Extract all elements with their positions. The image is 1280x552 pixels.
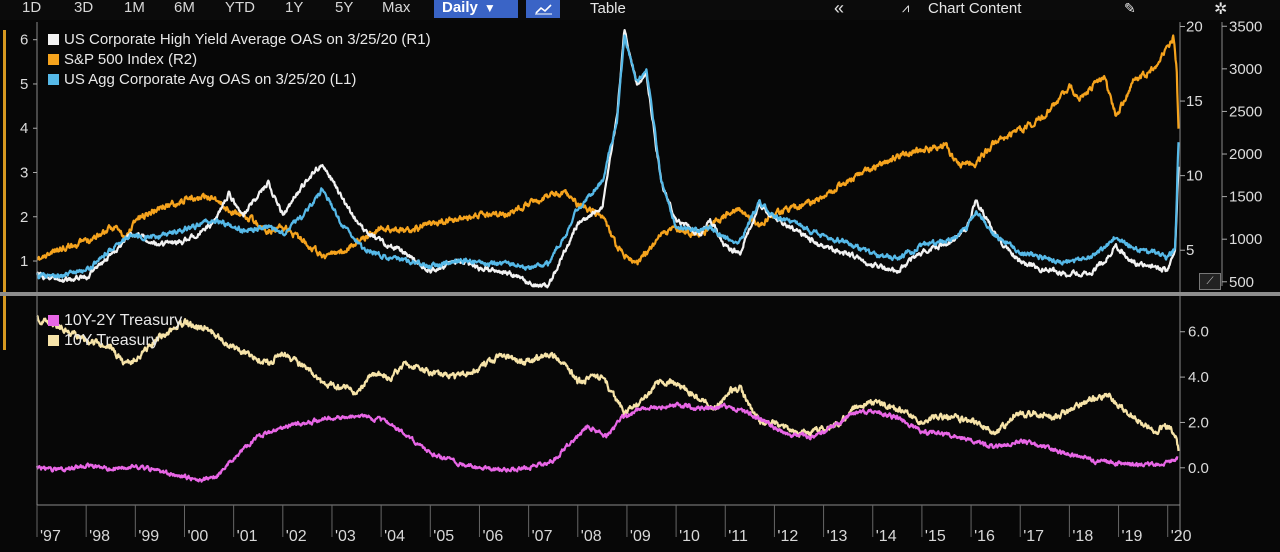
interval-dropdown[interactable]: Daily ▼ — [434, 0, 518, 18]
ust10y2y-line — [35, 401, 1179, 483]
legend-label: US Agg Corporate Avg OAS on 3/25/20 (L1) — [64, 71, 357, 88]
interval-label: Daily — [442, 0, 478, 16]
x-tick-label: '99 — [138, 528, 159, 545]
x-tick-label: '07 — [532, 528, 553, 545]
x-tick-label: '09 — [630, 528, 651, 545]
x-tick-label: '20 — [1171, 528, 1192, 545]
r2-tick-label: 2500 — [1229, 103, 1262, 120]
x-tick-label: '12 — [777, 528, 798, 545]
left-tick-label: 2 — [20, 209, 28, 226]
x-tick-label: '08 — [581, 528, 602, 545]
chart-content-icon: ⩘ — [902, 0, 910, 15]
hy-oas-line — [36, 29, 1180, 289]
edit-icon[interactable]: ✎ — [1124, 0, 1136, 16]
x-tick-label: '11 — [728, 528, 748, 545]
panel-separator[interactable] — [0, 292, 1280, 296]
r1-tick-label: 5 — [1186, 242, 1194, 259]
range-5y-button[interactable]: 5Y — [335, 0, 354, 16]
focus-accent-bar — [3, 30, 6, 350]
line-chart-icon — [535, 4, 552, 15]
lower-legend: 10Y-2Y Treasury 10Y Treasury — [48, 311, 182, 351]
ust10y-line — [36, 314, 1180, 452]
legend-swatch — [48, 335, 59, 346]
x-tick-label: '98 — [89, 528, 110, 545]
range-6m-button[interactable]: 6M — [174, 0, 195, 16]
legend-item-ig-oas[interactable]: US Agg Corporate Avg OAS on 3/25/20 (L1) — [48, 70, 431, 90]
x-tick-label: '18 — [1072, 528, 1093, 545]
legend-swatch — [48, 74, 59, 85]
legend-item-spx[interactable]: S&P 500 Index (R2) — [48, 50, 431, 70]
ig-oas-line — [35, 34, 1180, 280]
legend-label: US Corporate High Yield Average OAS on 3… — [64, 31, 431, 48]
range-1d-button[interactable]: 1D — [22, 0, 42, 16]
left-tick-label: 4 — [20, 120, 28, 137]
r2-tick-label: 3500 — [1229, 18, 1262, 35]
r1-tick-label: 10 — [1186, 168, 1203, 185]
x-tick-label: '13 — [827, 528, 848, 545]
legend-label: 10Y-2Y Treasury — [64, 312, 183, 329]
left-tick-label: 3 — [20, 164, 28, 181]
x-tick-label: '05 — [433, 528, 454, 545]
legend-item-hy-oas[interactable]: US Corporate High Yield Average OAS on 3… — [48, 30, 431, 50]
legend-swatch — [48, 34, 59, 45]
chart-toolbar: 1D 3D 1M 6M YTD 1Y 5Y Max Daily ▼ Table «… — [0, 0, 1280, 20]
r2-tick-label: 2000 — [1229, 146, 1262, 163]
caret-down-icon: ▼ — [483, 1, 496, 15]
double-chevron-left-icon[interactable]: « — [834, 0, 845, 18]
lower-tick-label: 0.0 — [1188, 460, 1209, 477]
x-tick-label: '15 — [925, 528, 946, 545]
r2-tick-label: 500 — [1229, 274, 1254, 291]
lower-tick-label: 4.0 — [1188, 369, 1209, 386]
x-tick-label: '03 — [335, 528, 356, 545]
x-tick-label: '10 — [679, 528, 700, 545]
x-tick-label: '19 — [1122, 528, 1143, 545]
line-chart-button[interactable] — [526, 0, 560, 18]
legend-swatch — [48, 54, 59, 65]
x-tick-label: '14 — [876, 528, 897, 545]
x-tick-label: '16 — [974, 528, 995, 545]
left-tick-label: 1 — [20, 253, 28, 270]
upper-legend: US Corporate High Yield Average OAS on 3… — [48, 30, 431, 90]
table-button[interactable]: Table — [590, 0, 626, 17]
r2-tick-label: 1000 — [1229, 231, 1262, 248]
legend-item-10y2y[interactable]: 10Y-2Y Treasury — [48, 311, 182, 331]
left-tick-label: 6 — [20, 32, 28, 49]
x-tick-label: '04 — [384, 528, 405, 545]
left-tick-label: 5 — [20, 76, 28, 93]
x-tick-label: '17 — [1023, 528, 1044, 545]
r1-tick-label: 20 — [1186, 18, 1203, 35]
spx-line — [36, 34, 1180, 266]
x-tick-label: '06 — [482, 528, 503, 545]
legend-label: S&P 500 Index (R2) — [64, 51, 198, 68]
r2-tick-label: 3000 — [1229, 61, 1262, 78]
range-3d-button[interactable]: 3D — [74, 0, 94, 16]
x-tick-label: '02 — [286, 528, 307, 545]
legend-item-10y[interactable]: 10Y Treasury — [48, 331, 182, 351]
lower-tick-label: 2.0 — [1188, 414, 1209, 431]
chart-thumbnail-icon[interactable]: ⟋ — [1199, 273, 1221, 290]
legend-label: 10Y Treasury — [64, 332, 159, 349]
range-max-button[interactable]: Max — [382, 0, 411, 16]
x-tick-label: '97 — [40, 528, 61, 545]
range-1y-button[interactable]: 1Y — [285, 0, 304, 16]
r2-tick-label: 1500 — [1229, 189, 1262, 206]
r1-tick-label: 15 — [1186, 93, 1203, 110]
range-1m-button[interactable]: 1M — [124, 0, 145, 16]
lower-tick-label: 6.0 — [1188, 324, 1209, 341]
gear-icon[interactable]: ✲ — [1214, 1, 1228, 18]
legend-swatch — [48, 315, 59, 326]
x-tick-label: '01 — [237, 528, 258, 545]
range-ytd-button[interactable]: YTD — [225, 0, 255, 16]
x-tick-label: '00 — [187, 528, 208, 545]
chart-content-button[interactable]: Chart Content — [928, 0, 1022, 17]
